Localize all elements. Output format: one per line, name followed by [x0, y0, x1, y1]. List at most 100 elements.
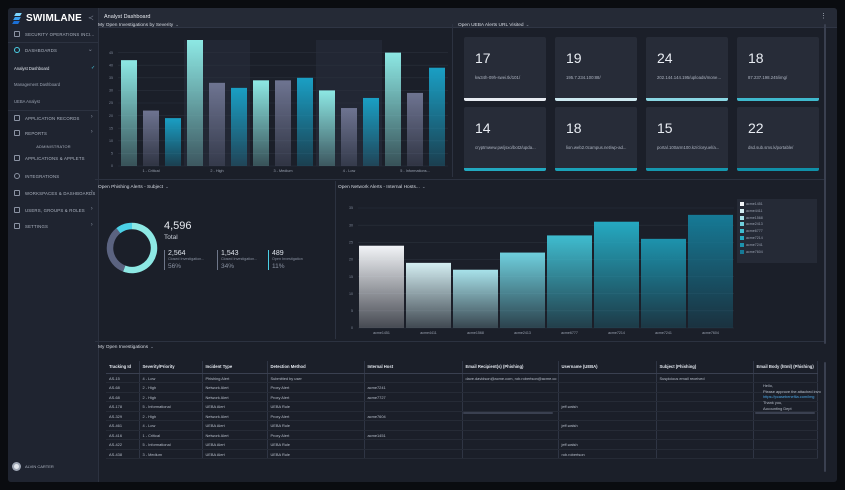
table-row[interactable]: AS-416 1 - Critical Network Alert Proxy Ale…: [106, 430, 818, 440]
table-row[interactable]: AS-178 5 - Informational UEBA Alert UEBA Ru…: [106, 401, 818, 412]
ueba-panel-title[interactable]: Open UEBA Alerts URL Visited ⌄: [458, 22, 530, 28]
stat-percent: 11%: [272, 263, 285, 270]
table-cell: [753, 382, 818, 393]
table-row[interactable]: AS-68 2 - High Network Alert Proxy Alert acm…: [106, 382, 818, 393]
nav-users-groups-roles[interactable]: USERS, GROUPS & ROLES ›: [8, 204, 99, 216]
nav-applications-applets[interactable]: APPLICATIONS & APPLETS: [8, 152, 99, 164]
tile-count: 18: [748, 50, 764, 66]
legend-item[interactable]: acme6777: [740, 229, 763, 234]
nav-settings[interactable]: SETTINGS ›: [8, 220, 99, 232]
column-header[interactable]: Severity/Priority: [139, 361, 203, 374]
column-header[interactable]: Email Body (html) (Phishing): [753, 361, 818, 374]
nav-management-dashboard[interactable]: Management Dashboard: [14, 82, 60, 87]
stat-label: Closed Investigation...: [221, 257, 258, 261]
nav-workspaces-dashboards[interactable]: WORKSPACES & DASHBOARDS ›: [8, 187, 99, 199]
nav-label: APPLICATIONS & APPLETS: [25, 155, 85, 161]
column-header[interactable]: Tracking Id: [106, 361, 140, 374]
legend-label: acme1451: [746, 202, 763, 206]
table-row[interactable]: AS-461 4 - Low UEBA Alert UEBA Rule jeff.wal…: [106, 420, 818, 431]
phishing-total-label: Total: [164, 234, 178, 241]
table-row[interactable]: AS-329 2 - High Network Alert Proxy Alert ac…: [106, 411, 818, 421]
network-chart-title[interactable]: Open Network Alerts - Internal Hosts... ⌄: [338, 184, 426, 190]
nav-dashboards[interactable]: DASHBOARDS ⌄: [8, 44, 99, 56]
ueba-tile[interactable]: 15 portal.100arm100.kz/cloryuel/a...: [646, 107, 728, 171]
nav-reports[interactable]: REPORTS ›: [8, 127, 99, 139]
tile-url: kw34h-09h-swei.tk/101/: [475, 75, 521, 80]
nav-security-operations[interactable]: SECURITY OPERATIONS INCI...: [8, 28, 99, 40]
ueba-tile[interactable]: 18 lion.web2.0campus.net/wp-ad...: [555, 107, 637, 171]
stat-label: Open Investigation: [272, 257, 303, 261]
table-cell: Proxy Alert: [267, 411, 365, 421]
table-row[interactable]: AS-422 5 - Informational UEBA Alert UEBA Ru…: [106, 439, 818, 450]
y-tick-label: 15: [349, 275, 353, 279]
nav-analyst-dashboard[interactable]: Analyst Dashboard ✓: [14, 65, 95, 71]
dashboard-scrollbar[interactable]: [824, 24, 826, 344]
legend-item[interactable]: acme1451: [740, 202, 763, 206]
legend-item[interactable]: acme4411: [740, 208, 763, 213]
column-header[interactable]: Internal Host: [364, 361, 463, 374]
table-cell: UEBA Rule: [267, 439, 365, 450]
legend-item[interactable]: acme1568: [740, 215, 763, 220]
email-body-link[interactable]: https://pcasebeneflia.com/img: [763, 394, 815, 400]
cell-scrollbar[interactable]: [463, 412, 553, 414]
chevron-right-icon: ›: [90, 222, 93, 228]
severity-bar: [407, 92, 423, 166]
x-tick-label: 3 - Medium: [274, 169, 293, 173]
column-header[interactable]: Subject (Phishing): [656, 361, 754, 374]
y-tick-label: 45: [109, 51, 113, 55]
severity-bar: [319, 90, 335, 166]
investigations-table-title[interactable]: My Open Investigations ⌄: [98, 344, 154, 350]
table-cell: 1 - Critical: [139, 430, 203, 440]
column-header[interactable]: Username (UEBA): [558, 361, 657, 374]
column-header[interactable]: Incident Type: [202, 361, 268, 374]
table-cell: [753, 401, 818, 412]
severity-chart-title[interactable]: My Open Investigations by Severity ⌄: [98, 22, 179, 28]
nav-ueba-analyst[interactable]: UEBA Analyst: [14, 99, 40, 104]
chevron-down-icon: ⌄: [421, 184, 426, 189]
table-cell: [364, 373, 463, 383]
y-tick-label: 10: [109, 139, 113, 143]
table-cell: 3 - Medium: [139, 449, 203, 459]
legend-swatch: [740, 215, 744, 220]
table-cell: UEBA Alert: [202, 420, 268, 431]
ueba-tile[interactable]: 17 kw34h-09h-swei.tk/101/: [464, 37, 546, 101]
collapse-sidebar-icon[interactable]: ≺: [88, 15, 94, 22]
brand-logo[interactable]: SWIMLANE: [12, 13, 82, 24]
table-cell: AS-68: [106, 392, 140, 402]
table-cell: [462, 411, 559, 421]
x-tick-label: acme7214: [608, 331, 625, 335]
phishing-panel-title[interactable]: Open Phishing Alerts - Subject ⌄: [98, 184, 169, 190]
nav-integrations[interactable]: INTEGRATIONS: [8, 170, 99, 182]
kebab-menu-icon[interactable]: ⋮: [820, 13, 827, 20]
ueba-tile[interactable]: 22 dsd.sub.sms.k/portable/: [737, 107, 819, 171]
legend-item[interactable]: acme7604: [740, 249, 763, 254]
column-header[interactable]: Detection Method: [267, 361, 365, 374]
user-profile[interactable]: ALVIN CARTER: [12, 462, 54, 471]
legend-item[interactable]: acme2413: [740, 222, 763, 227]
ueba-tile[interactable]: 14 cryptmwew.pw/jsxo/bot2/upda...: [464, 107, 546, 171]
user-name: ALVIN CARTER: [25, 464, 54, 469]
legend-item[interactable]: acme7241: [740, 242, 763, 247]
legend-item[interactable]: acme7214: [740, 236, 763, 240]
nav-application-records[interactable]: APPLICATION RECORDS ›: [8, 112, 99, 124]
email-body-line: Please approve the attached invo: [763, 388, 821, 394]
table-cell: acme1451: [364, 430, 463, 440]
legend-swatch: [740, 202, 744, 206]
ueba-tile[interactable]: 24 202.144.144.195/uploads/mone...: [646, 37, 728, 101]
integrations-icon: [14, 173, 20, 179]
table-cell: [753, 411, 818, 421]
table-row[interactable]: AS-68 2 - High Network Alert Proxy Alert acm…: [106, 392, 818, 402]
sub-label: Analyst Dashboard: [14, 66, 50, 71]
investigations-table: Tracking Id Severity/Priority Incident Typ…: [106, 361, 818, 459]
table-row[interactable]: AS-15 4 - Low Phishing Alert Submitted by u…: [106, 373, 818, 383]
table-scrollbar[interactable]: [824, 362, 826, 472]
table-cell: rob.robertson: [558, 449, 657, 459]
table-cell: AS-68: [106, 382, 140, 393]
severity-bar: [187, 40, 203, 166]
column-header[interactable]: Email Recipient(s) (Phishing): [462, 361, 559, 374]
cell-scrollbar[interactable]: [755, 412, 815, 414]
x-tick-label: 4 - Low: [343, 169, 356, 173]
ueba-tile[interactable]: 18 87.237.198.245/img/: [737, 37, 819, 101]
table-row[interactable]: AS-438 3 - Medium UEBA Alert UEBA Rule rob.r…: [106, 449, 818, 459]
ueba-tile[interactable]: 19 195.7.234.100:88/: [555, 37, 637, 101]
